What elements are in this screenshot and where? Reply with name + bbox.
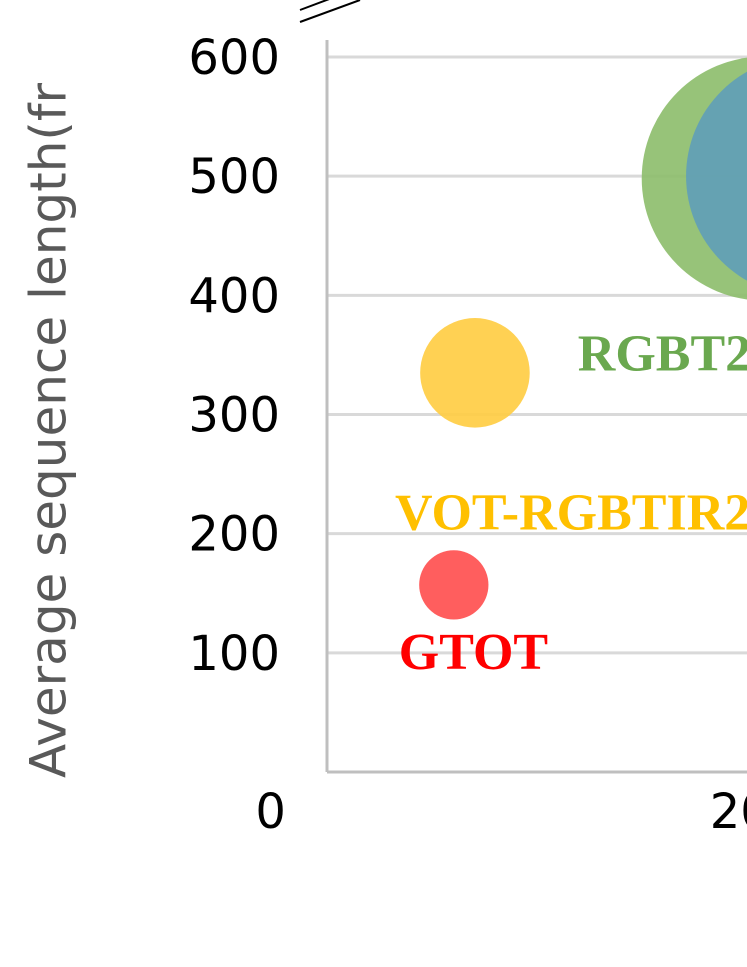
y-tick-label: 300	[188, 388, 280, 444]
y-tick-label: 100	[188, 626, 280, 682]
y-tick-label: 400	[188, 268, 280, 324]
bubble-label: RGBT2	[578, 325, 747, 382]
x-tick-label: 20	[710, 784, 747, 840]
bubble	[686, 71, 747, 281]
y-axis-title: Average sequence length(fr	[20, 82, 78, 778]
y-tick-label: 600	[188, 30, 280, 86]
x-tick-label: 0	[255, 784, 286, 840]
bubble-label: GTOT	[399, 624, 548, 681]
y-tick-label: 500	[188, 149, 280, 205]
axis-break	[299, 0, 330, 11]
bubble	[420, 318, 530, 428]
bubble	[419, 550, 489, 620]
bubble-label: VOT-RGBTIR2	[395, 485, 747, 542]
y-tick-label: 200	[188, 507, 280, 563]
axis-break	[299, 0, 361, 23]
